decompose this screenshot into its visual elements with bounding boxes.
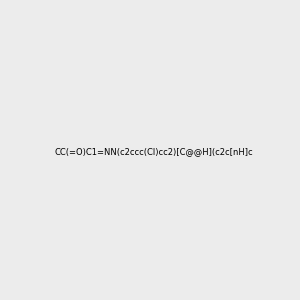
Text: CC(=O)C1=NN(c2ccc(Cl)cc2)[C@@H](c2c[nH]c: CC(=O)C1=NN(c2ccc(Cl)cc2)[C@@H](c2c[nH]c bbox=[54, 147, 253, 156]
